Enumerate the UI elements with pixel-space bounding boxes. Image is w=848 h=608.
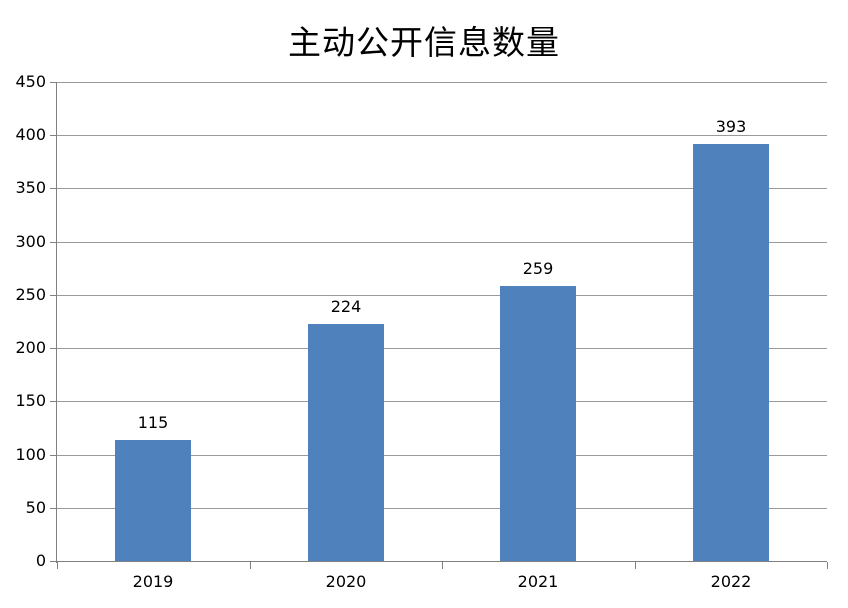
y-axis-tick-label: 450 xyxy=(15,72,46,91)
x-axis-tick xyxy=(442,562,443,569)
x-axis-tick xyxy=(57,562,58,569)
x-axis-tick-label: 2022 xyxy=(710,572,752,591)
y-axis-tick xyxy=(50,507,57,509)
y-axis-tick-label: 100 xyxy=(15,444,46,464)
y-gridline xyxy=(57,454,827,456)
y-axis-tick-label: 400 xyxy=(15,125,46,145)
bar-2022 xyxy=(693,144,769,561)
y-gridline xyxy=(57,135,827,137)
x-axis-tick-label: 2021 xyxy=(517,572,559,591)
y-axis-tick xyxy=(50,454,57,456)
y-axis-tick-label: 200 xyxy=(15,338,46,358)
y-axis-tick xyxy=(50,561,57,562)
y-axis-tick-label: 350 xyxy=(15,178,46,198)
bar-value-label: 259 xyxy=(522,259,554,278)
y-gridline xyxy=(57,294,827,296)
chart-title: 主动公开信息数量 xyxy=(288,23,560,62)
y-axis-tick-label: 50 xyxy=(25,497,46,517)
bar-value-label: 224 xyxy=(330,297,362,316)
y-gridline xyxy=(57,507,827,509)
y-gridline xyxy=(57,82,827,83)
bar-2021 xyxy=(500,286,576,561)
y-axis-tick-label: 300 xyxy=(15,231,46,251)
x-axis-line xyxy=(57,561,827,562)
bar-2020 xyxy=(308,324,384,561)
x-axis-tick-label: 2020 xyxy=(325,572,367,591)
y-axis-tick xyxy=(50,348,57,350)
x-axis-tick-label: 2019 xyxy=(132,572,174,591)
y-axis-tick xyxy=(50,82,57,83)
y-axis-tick xyxy=(50,401,57,403)
y-axis-tick xyxy=(50,188,57,190)
y-gridline xyxy=(57,188,827,190)
x-axis-tick xyxy=(250,562,251,569)
bar-2019 xyxy=(115,440,191,561)
y-axis-tick xyxy=(50,294,57,296)
y-axis-tick-label: 150 xyxy=(15,391,46,411)
bar-value-label: 115 xyxy=(137,413,169,432)
x-axis-tick xyxy=(827,562,828,569)
y-axis-tick xyxy=(50,135,57,137)
bar-value-label: 393 xyxy=(715,117,747,136)
y-gridline xyxy=(57,401,827,403)
x-axis-tick xyxy=(635,562,636,569)
y-axis-tick-label: 0 xyxy=(35,551,46,570)
y-gridline xyxy=(57,348,827,350)
y-gridline xyxy=(57,241,827,243)
y-axis-line xyxy=(56,83,57,563)
y-axis-tick xyxy=(50,241,57,243)
y-axis-tick-label: 250 xyxy=(15,284,46,304)
